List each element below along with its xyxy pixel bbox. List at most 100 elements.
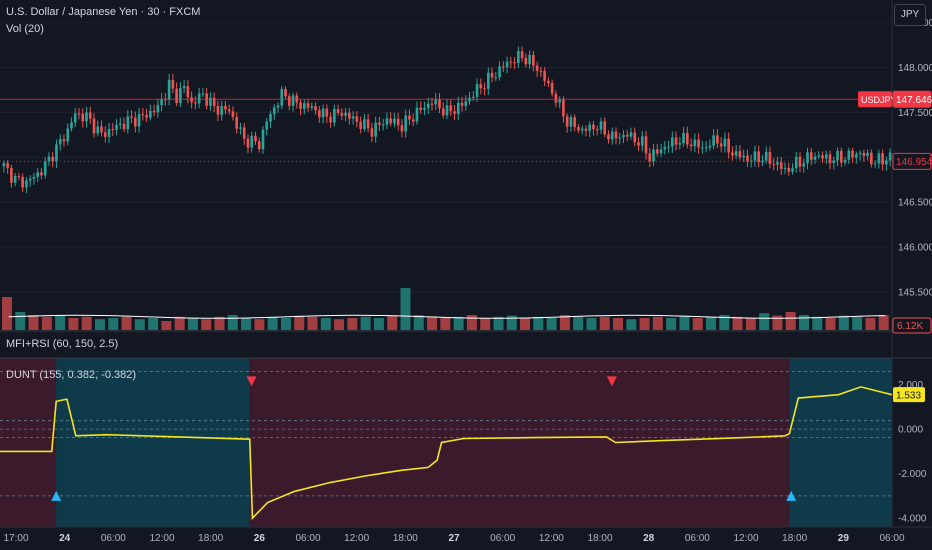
candle-body — [299, 102, 302, 109]
candle-body — [483, 88, 486, 90]
candle-body — [881, 153, 884, 165]
candle-body — [130, 116, 133, 118]
candle-body — [524, 57, 528, 65]
candle-body — [58, 139, 62, 145]
volume-bar — [427, 316, 438, 330]
volume-bar — [573, 316, 584, 330]
candle-body — [569, 117, 573, 127]
candle-body — [40, 172, 43, 176]
candle-body — [813, 156, 817, 160]
volume-bar — [360, 316, 371, 330]
candle-body — [505, 61, 509, 68]
candle-body — [276, 105, 280, 108]
candle-body — [254, 135, 257, 142]
candle-body — [201, 93, 205, 95]
candle-body — [727, 138, 730, 153]
last-price-badge — [892, 152, 932, 170]
volume-bar — [148, 318, 159, 330]
candle-body — [209, 97, 212, 106]
indicator-tick-label: 2.000 — [898, 380, 923, 391]
candle-body — [652, 149, 655, 162]
volume-bar — [161, 321, 172, 330]
last-price-value: 147.646 — [896, 95, 932, 106]
candle-body — [441, 108, 445, 116]
candle-body — [490, 72, 494, 78]
volume-bar — [15, 312, 26, 330]
volume-bar — [825, 318, 836, 330]
candle-body — [779, 162, 783, 169]
candle-body — [494, 77, 498, 79]
candle-body — [625, 134, 629, 137]
volume-bar — [852, 316, 863, 330]
volume-bar — [227, 315, 238, 330]
time-tick-label: 26 — [254, 533, 266, 544]
candle-body — [704, 147, 708, 149]
candle-body — [855, 154, 858, 158]
candle-body — [836, 150, 839, 161]
candle-body — [716, 135, 719, 144]
currency-button[interactable]: JPY — [894, 4, 926, 26]
volume-bar — [55, 315, 66, 330]
candle-body — [734, 151, 738, 156]
candle-body — [396, 118, 400, 126]
volume-bar — [759, 313, 770, 330]
volume-bar — [94, 319, 105, 330]
candle-body — [693, 139, 697, 147]
candle-body — [847, 150, 851, 160]
volume-indicator-label[interactable]: Vol (20) — [6, 23, 44, 35]
candle-body — [411, 119, 415, 122]
candle-body — [355, 116, 359, 122]
candle-body — [445, 105, 449, 116]
indicator-tick-label: -4.000 — [898, 514, 927, 525]
candle-body — [742, 155, 745, 158]
candle-body — [701, 147, 704, 149]
candle-body — [280, 88, 284, 106]
volume-bar — [41, 316, 52, 330]
candle-body — [2, 163, 6, 167]
candle-body — [558, 99, 561, 103]
candle-body — [806, 152, 809, 164]
candle-body — [137, 114, 141, 127]
candle-body — [21, 176, 24, 188]
indicator-line — [0, 386, 893, 521]
candle-body — [607, 134, 610, 140]
candle-body — [419, 107, 423, 110]
candle-body — [824, 154, 828, 159]
volume-bar — [480, 318, 491, 330]
candle-body — [753, 151, 757, 161]
indicator-tick-label: 0.000 — [898, 425, 923, 436]
volume-bar — [400, 288, 411, 330]
candle-body — [731, 152, 734, 156]
candle-body — [832, 160, 836, 164]
time-tick-label: 06:00 — [879, 533, 904, 544]
pane-title-dunt[interactable]: DUNT (155, 0.382, -0.382) — [6, 369, 137, 381]
candle-body — [509, 61, 513, 63]
candle-body — [520, 51, 524, 58]
candle-body — [817, 155, 821, 157]
candle-body — [385, 118, 389, 125]
candle-body — [197, 93, 201, 104]
candle-body — [186, 86, 190, 98]
volume-bar — [878, 315, 889, 330]
pane-title-mfi-rsi[interactable]: MFI+RSI (60, 150, 2.5) — [6, 338, 119, 350]
candle-body — [471, 96, 475, 98]
candle-body — [543, 70, 546, 81]
candle-body — [321, 108, 325, 118]
candle-body — [678, 143, 682, 145]
price-tick-label: 147.500 — [898, 108, 932, 119]
candle-body — [697, 139, 700, 148]
candle-body — [269, 114, 272, 122]
signal-up-marker — [51, 490, 62, 501]
candle-body — [404, 115, 408, 132]
price-tick-label: 146.500 — [898, 198, 932, 209]
volume-bar — [799, 315, 809, 330]
candle-body — [265, 121, 269, 130]
time-tick-label: 18:00 — [587, 533, 612, 544]
candle-body — [13, 175, 17, 183]
candle-body — [858, 152, 862, 155]
volume-bar — [320, 318, 331, 330]
volume-bar — [28, 315, 39, 330]
volume-value-badge — [892, 317, 932, 334]
last-price-value: 146.954 — [896, 157, 932, 168]
